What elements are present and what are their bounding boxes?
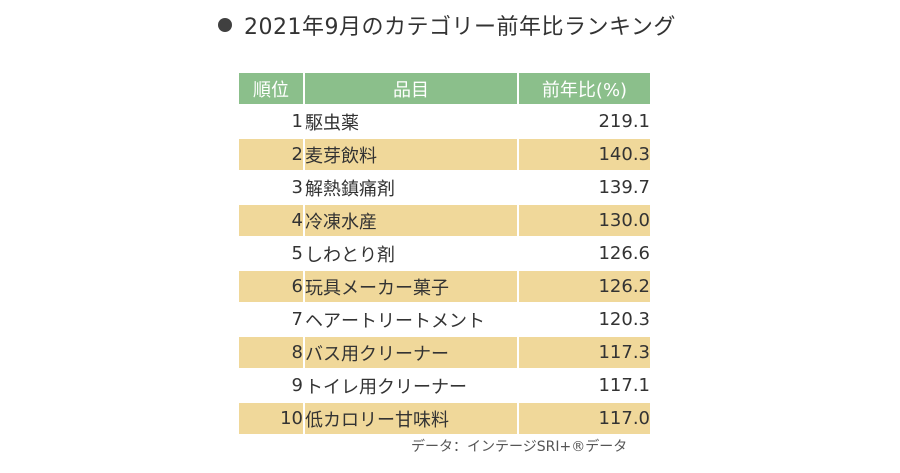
source-note: データ：インテージSRI+®データ — [411, 439, 628, 455]
table-row: 7 ヘアートリートメント 120.3 — [239, 302, 650, 336]
table-row: 4 冷凍水産 130.0 — [239, 203, 650, 237]
table-row: 10 低カロリー甘味料 117.0 — [239, 401, 650, 434]
rank-cell: 5 — [239, 236, 304, 270]
header-item: 品目 — [303, 73, 518, 105]
rank-cell: 4 — [239, 203, 304, 237]
value-cell: 120.3 — [517, 302, 650, 336]
item-cell: トイレ用クリーナー — [303, 368, 518, 402]
value-cell: 117.1 — [517, 368, 650, 402]
title-text: 2021年9月のカテゴリー前年比ランキング — [244, 15, 676, 40]
item-cell: 解熱鎮痛剤 — [303, 170, 518, 204]
item-cell: 冷凍水産 — [303, 203, 518, 237]
value-cell: 139.7 — [517, 170, 650, 204]
item-cell: 駆虫薬 — [303, 104, 518, 138]
table-row: 5 しわとり剤 126.6 — [239, 236, 650, 270]
rank-cell: 10 — [239, 401, 304, 434]
header-row: 順位 品目 前年比(%) — [239, 73, 650, 105]
item-cell: しわとり剤 — [303, 236, 518, 270]
chart-title: 2021年9月のカテゴリー前年比ランキング — [218, 10, 676, 40]
rank-cell: 2 — [239, 137, 304, 171]
ranking-table: 順位 品目 前年比(%) 1 駆虫薬 219.1 2 麦芽飲料 140.3 3 解熱鎮痛剤 13… — [239, 73, 650, 434]
table-row: 1 駆虫薬 219.1 — [239, 104, 650, 138]
item-cell: 玩具メーカー菓子 — [303, 269, 518, 303]
item-cell: 麦芽飲料 — [303, 137, 518, 171]
header-value: 前年比(%) — [517, 73, 650, 105]
rank-cell: 9 — [239, 368, 304, 402]
value-cell: 117.3 — [517, 335, 650, 369]
table-row: 8 バス用クリーナー 117.3 — [239, 335, 650, 369]
value-cell: 219.1 — [517, 104, 650, 138]
table-body: 1 駆虫薬 219.1 2 麦芽飲料 140.3 3 解熱鎮痛剤 139.7 4 冷凍水産 130.0… — [239, 104, 650, 434]
rank-cell: 3 — [239, 170, 304, 204]
value-cell: 126.2 — [517, 269, 650, 303]
value-cell: 130.0 — [517, 203, 650, 237]
rank-cell: 8 — [239, 335, 304, 369]
item-cell: ヘアートリートメント — [303, 302, 518, 336]
header-rank: 順位 — [239, 73, 304, 105]
value-cell: 117.0 — [517, 401, 650, 434]
table-row: 2 麦芽飲料 140.3 — [239, 137, 650, 171]
item-cell: 低カロリー甘味料 — [303, 401, 518, 434]
value-cell: 140.3 — [517, 137, 650, 171]
value-cell: 126.6 — [517, 236, 650, 270]
bullet-icon — [218, 18, 232, 32]
table-row: 9 トイレ用クリーナー 117.1 — [239, 368, 650, 402]
table-row: 3 解熱鎮痛剤 139.7 — [239, 170, 650, 204]
item-cell: バス用クリーナー — [303, 335, 518, 369]
rank-cell: 1 — [239, 104, 304, 138]
table-row: 6 玩具メーカー菓子 126.2 — [239, 269, 650, 303]
rank-cell: 6 — [239, 269, 304, 303]
rank-cell: 7 — [239, 302, 304, 336]
